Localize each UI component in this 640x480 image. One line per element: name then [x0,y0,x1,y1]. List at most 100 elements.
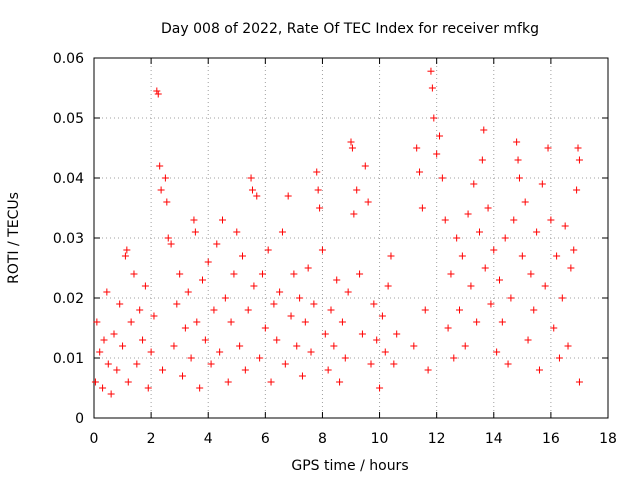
x-tick-label: 18 [599,431,617,447]
data-point [514,156,522,164]
data-point [321,330,329,338]
data-point [550,324,558,332]
data-point [384,282,392,290]
data-point [273,336,281,344]
data-point [163,198,171,206]
data-point [207,360,215,368]
data-point [224,378,232,386]
data-point [173,300,181,308]
data-point [307,348,315,356]
data-point [147,348,155,356]
data-point [427,67,435,75]
data-point [204,258,212,266]
data-point [130,270,138,278]
data-point [441,216,449,224]
data-point [501,234,509,242]
data-point [144,384,152,392]
data-point [253,192,261,200]
data-point [390,360,398,368]
data-point [310,300,318,308]
data-point [241,366,249,374]
data-point [567,264,575,272]
data-point [387,252,395,260]
data-point [416,168,424,176]
data-point [164,234,172,242]
x-tick-label: 8 [318,431,327,447]
data-point [430,114,438,122]
data-point [296,294,304,302]
data-point [290,270,298,278]
data-point [513,138,521,146]
data-point [438,174,446,182]
data-point [187,354,195,362]
data-point [318,246,326,254]
data-point [378,312,386,320]
data-point [575,378,583,386]
axis-ticks [93,57,609,419]
data-point [436,132,444,140]
data-point [123,246,131,254]
x-tick-label: 4 [204,431,213,447]
data-point [267,378,275,386]
data-point [558,294,566,302]
data-point [287,312,295,320]
data-point [504,360,512,368]
data-point [293,342,301,350]
data-point [216,348,224,356]
data-point [487,300,495,308]
data-point [473,318,481,326]
data-point [139,336,147,344]
data-point [314,186,322,194]
data-points [91,67,583,398]
data-point [236,342,244,350]
data-point [464,210,472,218]
data-point [461,342,469,350]
data-point [507,294,515,302]
data-point [521,198,529,206]
data-point [561,222,569,230]
data-point [333,276,341,284]
data-point [179,372,187,380]
data-point [570,246,578,254]
y-tick-label: 0.05 [53,111,84,127]
data-point [493,348,501,356]
data-point [450,354,458,362]
data-point [367,360,375,368]
data-point [575,156,583,164]
data-point [327,306,335,314]
data-point [341,354,349,362]
data-point [103,288,111,296]
data-point [356,270,364,278]
data-point [191,228,199,236]
data-point [480,126,488,134]
data-point [413,144,421,152]
data-point [150,312,158,320]
data-point [121,252,129,260]
x-tick-label: 0 [90,431,99,447]
y-tick-label: 0.04 [53,171,84,187]
data-point [338,318,346,326]
data-point [159,366,167,374]
data-point [533,228,541,236]
data-point [330,342,338,350]
data-point [196,384,204,392]
data-point [316,204,324,212]
x-axis-label: GPS time / hours [291,458,408,474]
data-point [136,306,144,314]
data-point [381,348,389,356]
data-point [170,342,178,350]
data-point [524,336,532,344]
data-point [458,252,466,260]
data-point [336,378,344,386]
data-point [100,336,108,344]
data-point [541,282,549,290]
data-point [116,300,124,308]
data-point [256,354,264,362]
data-point [248,186,256,194]
data-point [510,216,518,224]
data-point [428,84,436,92]
data-point [210,306,218,314]
data-point [298,372,306,380]
data-point [213,240,221,248]
